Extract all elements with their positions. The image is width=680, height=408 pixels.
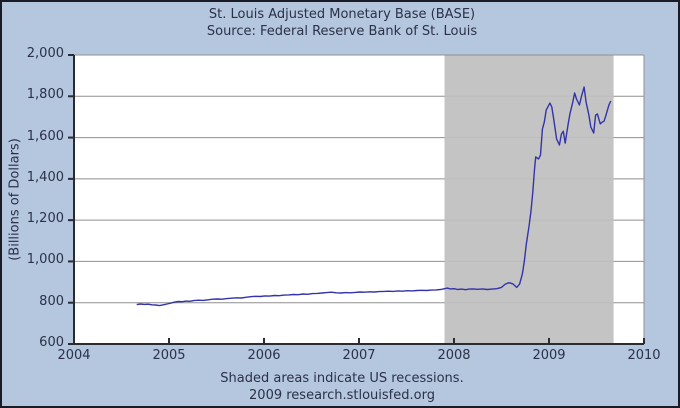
recession-band: [444, 55, 614, 344]
y-tick-label: 1,200: [26, 211, 64, 227]
x-tick-label: 2005: [152, 348, 186, 363]
x-tick-label: 2007: [342, 348, 376, 363]
source-credit: 2009 research.stlouisfed.org: [249, 388, 435, 403]
x-tick-label: 2009: [532, 348, 566, 363]
chart-title: St. Louis Adjusted Monetary Base (BASE): [208, 7, 476, 22]
y-tick-label: 1,000: [26, 252, 64, 268]
x-tick-label: 2006: [247, 348, 281, 363]
chart-subtitle: Source: Federal Reserve Bank of St. Loui…: [206, 24, 478, 39]
y-tick-label: 600: [39, 335, 64, 350]
y-tick-label: 800: [39, 293, 64, 309]
recession-note: Shaded areas indicate US recessions.: [220, 371, 464, 386]
y-tick-label: 1,800: [26, 87, 64, 103]
y-tick-label: 1,600: [26, 128, 64, 144]
x-tick-label: 2010: [627, 348, 661, 363]
x-tick-label: 2008: [437, 348, 471, 363]
y-tick-label: 1,400: [26, 169, 64, 185]
data-series-line: [136, 86, 612, 307]
y-tick-label: 2,000: [26, 46, 64, 61]
x-tick-label: 2004: [57, 348, 91, 363]
